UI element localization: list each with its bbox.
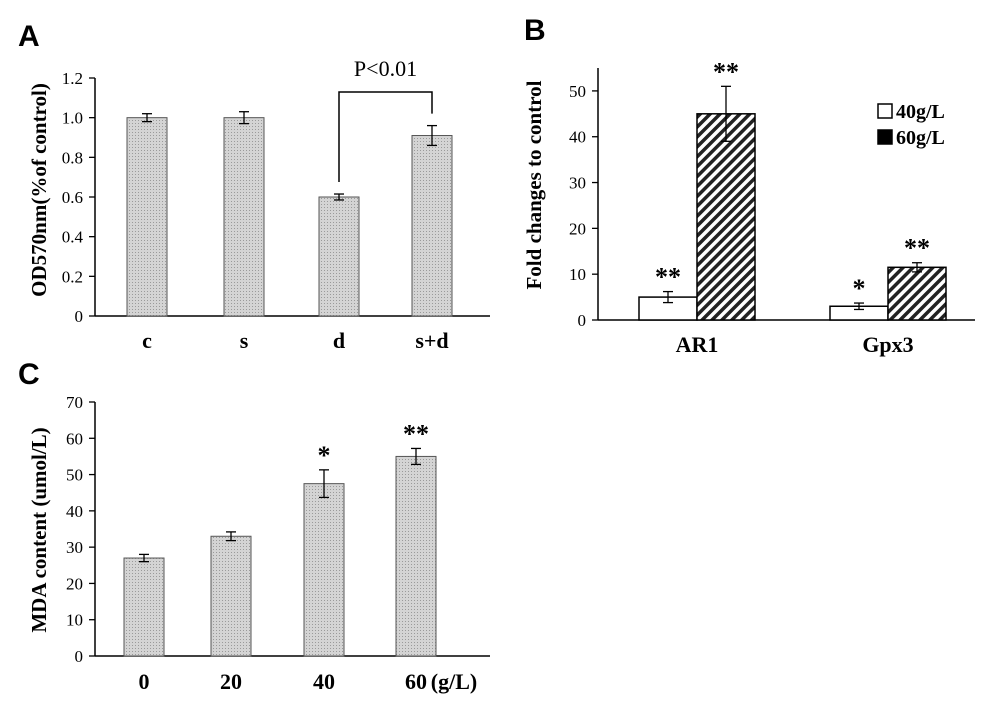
chart-a-p-value: P<0.01 — [354, 56, 417, 81]
chart-a-category-label: c — [142, 328, 152, 353]
chart-c-ytick-label: 70 — [66, 393, 83, 412]
chart-b-category-label: AR1 — [676, 332, 719, 357]
chart-b-ytick-label: 10 — [569, 265, 586, 284]
panel-label-a: A — [18, 20, 40, 53]
chart-a-error-bar — [239, 111, 249, 125]
chart-b-ytick-label: 0 — [578, 311, 587, 330]
chart-b-bar — [887, 266, 947, 321]
chart-b-significance-mark: ** — [655, 263, 681, 292]
legend-label-60: 60g/L — [896, 127, 945, 149]
chart-c-x-unit: (g/L) — [431, 669, 477, 694]
chart-a-bar — [411, 135, 453, 317]
chart-a-ytick-label: 0.2 — [62, 267, 83, 286]
chart-c-bar — [210, 535, 252, 657]
chart-b-error-bar — [854, 302, 864, 311]
chart-a-ytick-label: 0.4 — [62, 228, 84, 247]
chart-c-ytick-label: 20 — [66, 574, 83, 593]
chart-panel-a: OD570nm(%of control) 0 0.2 0.4 0.6 0.8 1.0 1.2… — [27, 56, 490, 353]
chart-a-category-label: s — [240, 328, 249, 353]
chart-c-bar — [303, 483, 345, 657]
panel-label-b: B — [524, 14, 546, 47]
chart-c-error-bar — [226, 531, 236, 542]
chart-c-ytick-label: 0 — [75, 647, 84, 666]
chart-b-significance-mark: * — [853, 274, 866, 303]
legend-swatch-40 — [877, 103, 893, 119]
chart-a-ytick-label: 1.2 — [62, 69, 83, 88]
chart-a-bar — [126, 117, 168, 317]
legend-swatch-60 — [877, 129, 893, 145]
chart-a-ytick-label: 0.8 — [62, 148, 83, 167]
chart-b-bar — [696, 113, 756, 321]
chart-c-category-label: 40 — [313, 669, 335, 694]
chart-c-significance-mark: * — [318, 441, 331, 470]
chart-a-significance-bracket: P<0.01 — [338, 56, 433, 183]
chart-b-error-bar — [663, 290, 673, 304]
chart-c-error-bar — [139, 553, 149, 563]
chart-a-error-bar — [427, 124, 437, 147]
chart-c-ytick-label: 50 — [66, 466, 83, 485]
chart-a-ytick-label: 0.6 — [62, 188, 83, 207]
chart-c-significance-mark: ** — [403, 419, 429, 448]
chart-a-ytick-label: 1.0 — [62, 109, 83, 128]
chart-b-legend: 40g/L 60g/L — [877, 101, 945, 149]
chart-a-bar — [223, 117, 265, 317]
chart-a-category-label: s+d — [415, 328, 448, 353]
legend-label-40: 40g/L — [896, 101, 945, 123]
chart-b-ytick-label: 50 — [569, 82, 586, 101]
chart-c-ylabel: MDA content (umol/L) — [27, 427, 51, 632]
chart-c-error-bar — [411, 447, 421, 466]
chart-b-error-bar — [721, 85, 731, 142]
chart-a-error-bar — [334, 193, 344, 201]
chart-c-ytick-label: 60 — [66, 429, 83, 448]
chart-c-ytick-label: 40 — [66, 502, 83, 521]
chart-c-bar — [395, 455, 437, 657]
chart-b-ytick-label: 40 — [569, 128, 586, 147]
chart-b-category-label: Gpx3 — [862, 332, 913, 357]
panel-label-c: C — [18, 358, 40, 391]
chart-c-error-bar — [319, 469, 329, 499]
chart-a-ylabel: OD570nm(%of control) — [27, 83, 51, 297]
chart-c-bar — [123, 557, 165, 657]
chart-a-ytick-label: 0 — [75, 307, 84, 326]
chart-b-ytick-label: 30 — [569, 174, 586, 193]
chart-c-category-label: 60 — [405, 669, 427, 694]
chart-a-category-label: d — [333, 328, 345, 353]
chart-b-ytick-label: 20 — [569, 219, 586, 238]
chart-b-significance-mark: ** — [904, 234, 930, 263]
chart-c-ytick-label: 30 — [66, 538, 83, 557]
chart-c-category-label: 20 — [220, 669, 242, 694]
chart-c-category-label: 0 — [139, 669, 150, 694]
chart-b-ylabel: Fold changes to control — [522, 80, 546, 289]
chart-a-error-bar — [142, 113, 152, 123]
chart-a-bar — [318, 196, 360, 317]
chart-b-error-bar — [912, 262, 922, 273]
chart-b-significance-mark: ** — [713, 57, 739, 86]
chart-c-ytick-label: 10 — [66, 611, 83, 630]
